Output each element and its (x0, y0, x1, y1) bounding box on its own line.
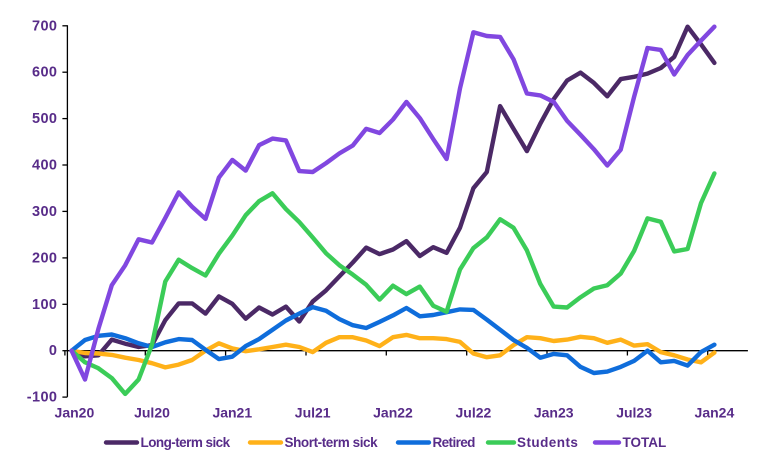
svg-text:-100: -100 (27, 390, 58, 406)
svg-text:200: 200 (32, 250, 57, 266)
svg-text:700: 700 (32, 18, 57, 34)
svg-text:Short-term sick: Short-term sick (285, 435, 379, 450)
svg-text:Students: Students (517, 435, 578, 450)
svg-text:600: 600 (32, 65, 57, 81)
svg-text:Jul21: Jul21 (295, 405, 331, 421)
svg-text:0: 0 (49, 343, 57, 359)
svg-text:Jul20: Jul20 (134, 405, 170, 421)
svg-text:TOTAL: TOTAL (623, 435, 667, 450)
svg-text:Jan23: Jan23 (534, 405, 574, 421)
svg-text:100: 100 (32, 297, 57, 313)
svg-text:500: 500 (32, 111, 57, 127)
svg-text:Jan24: Jan24 (695, 405, 735, 421)
svg-text:Jul23: Jul23 (616, 405, 652, 421)
svg-text:400: 400 (32, 158, 57, 174)
svg-text:Jan22: Jan22 (373, 405, 413, 421)
svg-text:300: 300 (32, 204, 57, 220)
svg-text:Jan20: Jan20 (55, 405, 95, 421)
svg-text:Jan21: Jan21 (212, 405, 252, 421)
svg-text:Long-term sick: Long-term sick (141, 435, 231, 450)
svg-text:Retired: Retired (433, 435, 476, 450)
svg-text:Jul22: Jul22 (455, 405, 491, 421)
